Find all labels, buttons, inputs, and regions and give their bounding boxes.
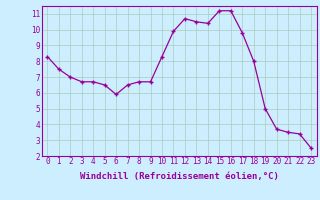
- X-axis label: Windchill (Refroidissement éolien,°C): Windchill (Refroidissement éolien,°C): [80, 172, 279, 181]
